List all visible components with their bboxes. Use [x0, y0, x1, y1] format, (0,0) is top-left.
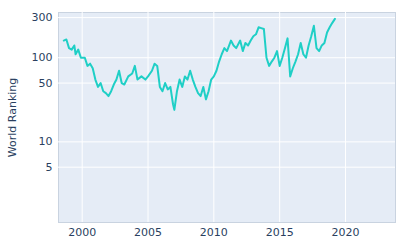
svg-text:5: 5: [46, 161, 53, 174]
svg-text:2015: 2015: [266, 226, 294, 239]
svg-text:2000: 2000: [68, 226, 96, 239]
svg-text:100: 100: [32, 51, 53, 64]
svg-text:World Ranking: World Ranking: [6, 78, 19, 158]
svg-text:300: 300: [32, 11, 53, 24]
svg-text:2020: 2020: [331, 226, 359, 239]
svg-text:10: 10: [39, 135, 53, 148]
svg-text:2010: 2010: [200, 226, 228, 239]
svg-text:50: 50: [39, 77, 53, 90]
svg-text:2005: 2005: [134, 226, 162, 239]
